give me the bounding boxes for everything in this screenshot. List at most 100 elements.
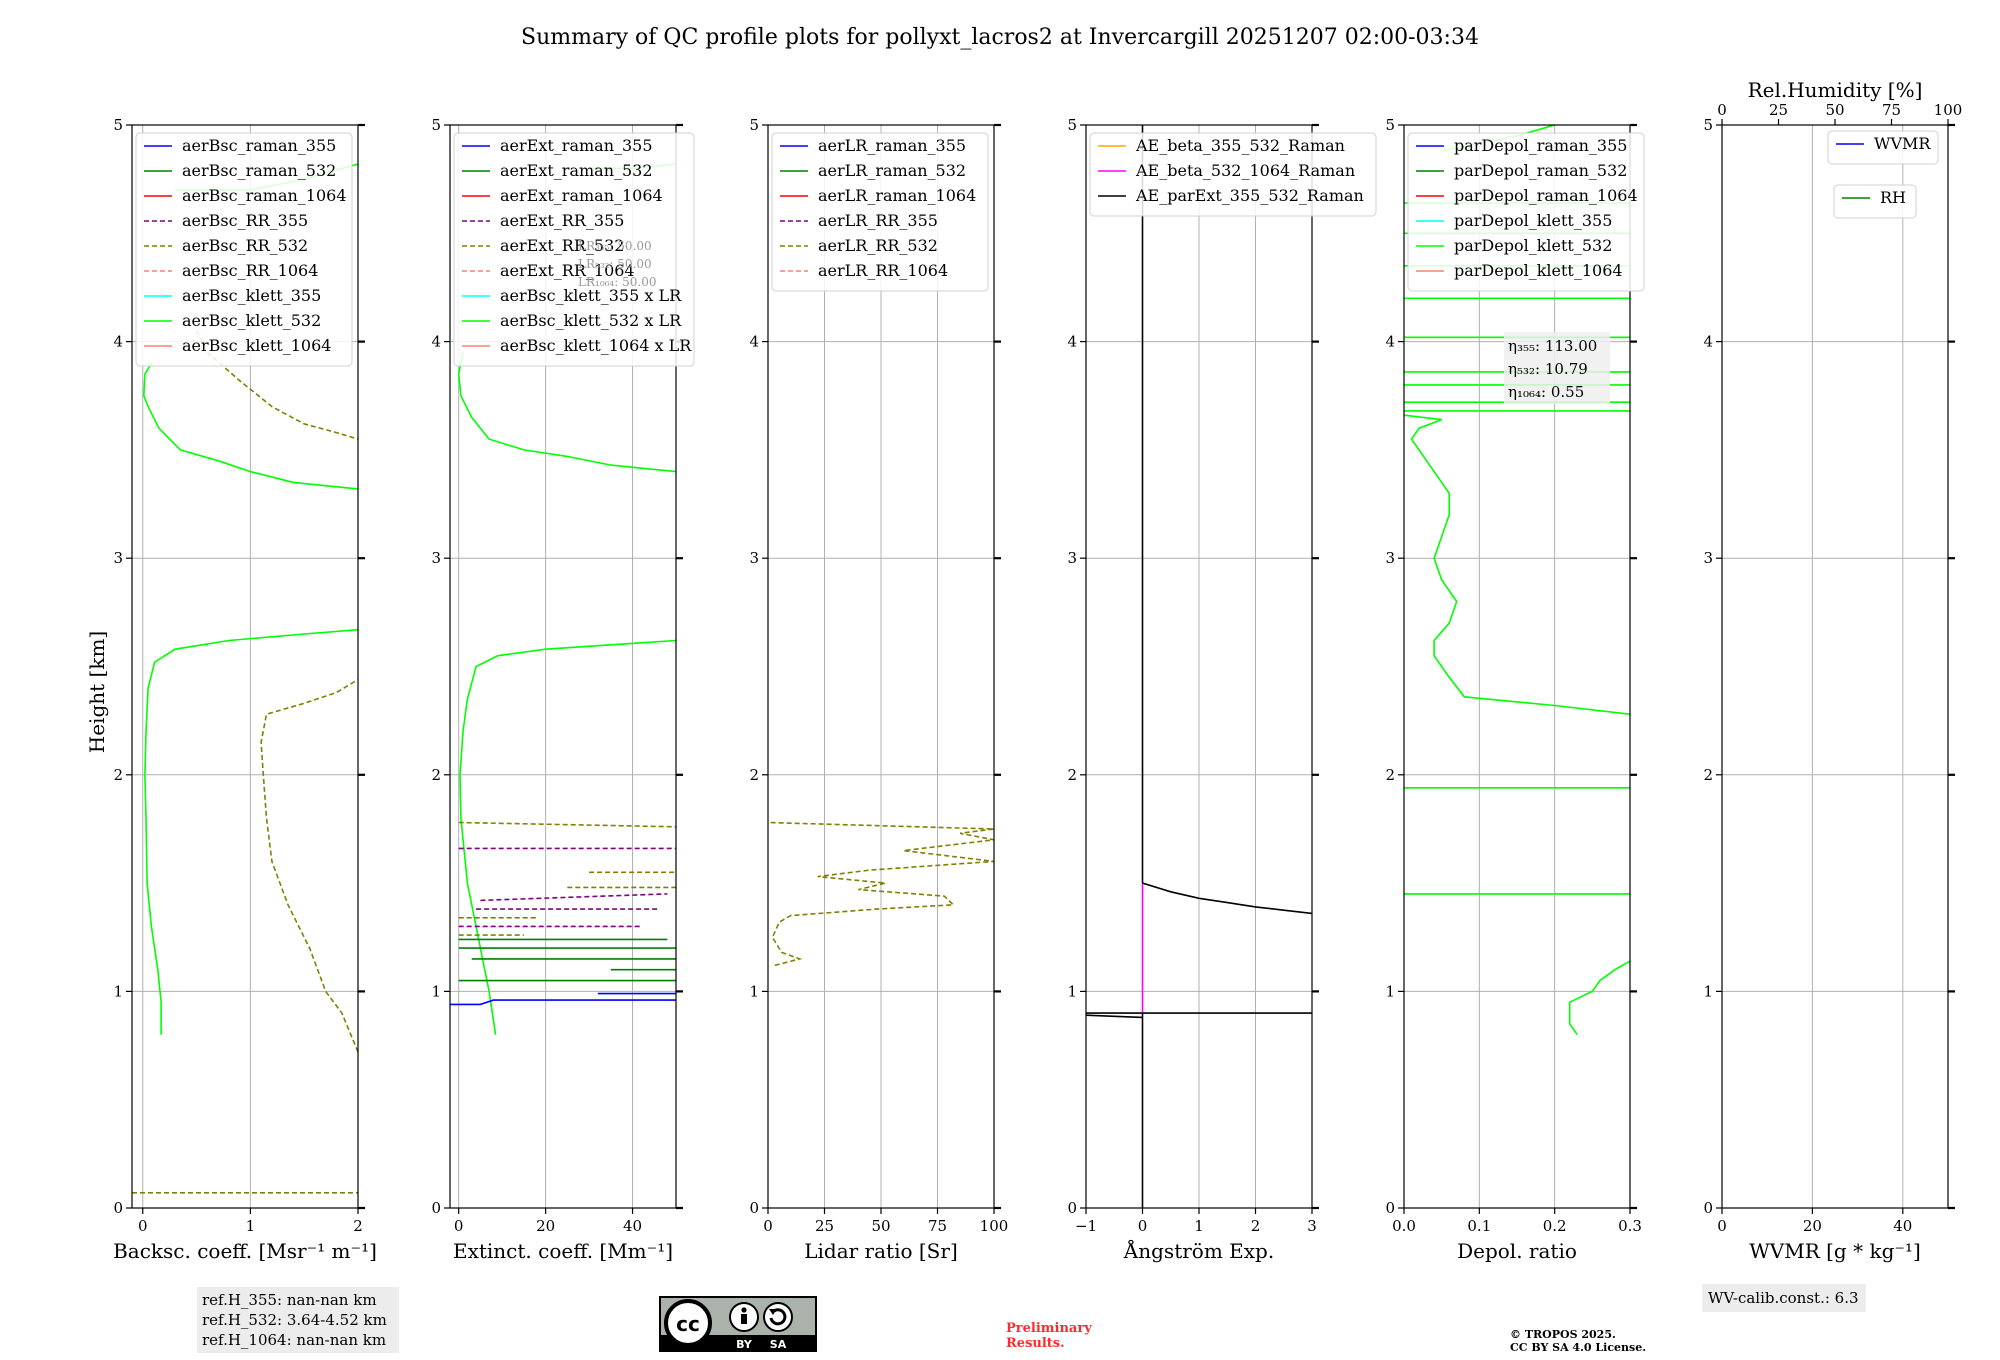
legend-box: [771, 132, 989, 292]
x-tick-label: 0: [1717, 1217, 1727, 1235]
preliminary-line-2: Results.: [1006, 1336, 1065, 1351]
legend: aerExt_raman_355 aerExt_raman_532 aerExt_r…: [453, 132, 695, 367]
y-tick-label: 0: [749, 1199, 759, 1217]
y-tick-label: 4: [1067, 333, 1077, 351]
series-line: [144, 628, 358, 1035]
legend: aerLR_raman_355 aerLR_raman_532 aerLR_rama…: [771, 132, 989, 292]
legend-label: AE_beta_532_1064_Raman: [1135, 161, 1355, 180]
legend: aerBsc_raman_355 aerBsc_raman_532 aerBsc_r…: [135, 132, 353, 367]
copyright-line-1: © TROPOS 2025.: [1510, 1328, 1616, 1341]
y-tick-label: 3: [431, 549, 441, 567]
legend-box: [135, 132, 353, 367]
x-axis-label: WVMR [g * kg⁻¹]: [1749, 1239, 1921, 1263]
series-line: [1086, 1014, 1143, 1019]
x-axis-label: Depol. ratio: [1457, 1239, 1577, 1263]
legend: parDepol_raman_355 parDepol_raman_532 parD…: [1407, 132, 1645, 292]
legend-label: parDepol_raman_532: [1454, 161, 1627, 180]
series-line: [1568, 960, 1630, 1036]
y-tick-label: 5: [431, 116, 441, 134]
legend-label: aerLR_raman_1064: [818, 186, 976, 205]
x-tick-label: 40: [1893, 1217, 1912, 1235]
x-tick-label: 50: [871, 1217, 890, 1235]
legend-label: aerBsc_RR_532: [182, 236, 308, 255]
legend-label: aerBsc_RR_1064: [182, 261, 318, 280]
annotation-box: [1504, 332, 1610, 404]
y-tick-label: 2: [113, 766, 123, 784]
x-axis-label: Extinct. coeff. [Mm⁻¹]: [453, 1239, 673, 1263]
calibration-constant-text: WV-calib.const.: 6.3: [1708, 1289, 1859, 1307]
x-tick-label: 2: [1251, 1217, 1261, 1235]
top-x-tick-label: 100: [1934, 101, 1963, 119]
y-tick-label: 5: [749, 116, 759, 134]
eta-annotation: η₅₃₂: 10.79: [1508, 360, 1588, 378]
legend-box: [1827, 130, 1939, 165]
x-tick-label: 40: [623, 1217, 642, 1235]
legend: RH: [1833, 184, 1917, 219]
legend-label: AE_parExt_355_532_Raman: [1135, 186, 1364, 205]
y-axis-label: Height [km]: [85, 631, 109, 753]
y-tick-label: 4: [113, 333, 123, 351]
top-x-tick-label: 75: [1882, 101, 1901, 119]
legend-label: aerBsc_klett_1064: [182, 336, 331, 355]
legend-label: WVMR: [1874, 134, 1931, 153]
series-line: [1404, 414, 1630, 715]
y-tick-label: 4: [1703, 333, 1713, 351]
axes-frame: [131, 124, 359, 1209]
y-tick-label: 3: [113, 549, 123, 567]
footer: cc BY SA Preliminary Results. © TROPOS 2…: [659, 1296, 1646, 1354]
x-tick-label: 1: [246, 1217, 256, 1235]
y-tick-label: 3: [749, 549, 759, 567]
top-x-axis-label: Rel.Humidity [%]: [1748, 78, 1923, 102]
eta-annotation: η₃₅₅: 113.00: [1508, 337, 1597, 355]
y-tick-label: 0: [1703, 1199, 1713, 1217]
lidar-ratio-annotation: LR₃₅₅: 50.00: [578, 239, 652, 253]
share-alike-icon: [763, 1302, 793, 1332]
legend-box: [1089, 132, 1377, 217]
copyright-line-2: CC BY SA 4.0 License.: [1510, 1341, 1646, 1354]
legend-label: aerBsc_klett_355: [182, 286, 321, 305]
reference-height-text: ref.H_1064: nan-nan km: [202, 1331, 386, 1349]
series-group: [768, 821, 994, 967]
legend-label: aerBsc_klett_355 x LR: [500, 286, 682, 305]
y-tick-label: 1: [113, 982, 123, 1000]
legend-label: aerExt_RR_1064: [500, 261, 635, 280]
figure-title: Summary of QC profile plots for pollyxt_…: [521, 25, 1479, 50]
legend-label: aerLR_RR_1064: [818, 261, 948, 280]
y-tick-label: 2: [749, 766, 759, 784]
legend-label: aerBsc_raman_532: [182, 161, 336, 180]
x-tick-label: 0: [454, 1217, 464, 1235]
y-tick-label: 0: [431, 1199, 441, 1217]
legend-label: aerBsc_klett_1064 x LR: [500, 336, 692, 355]
y-tick-label: 1: [1067, 982, 1077, 1000]
top-x-tick-label: 50: [1825, 101, 1844, 119]
cc-icon: [664, 1299, 712, 1347]
legend-label: aerExt_RR_355: [500, 211, 624, 230]
x-tick-label: 0: [138, 1217, 148, 1235]
x-tick-label: 0.3: [1618, 1217, 1642, 1235]
legend-label: parDepol_raman_1064: [1454, 186, 1638, 205]
series-line: [768, 821, 994, 967]
by-text: BY: [736, 1338, 753, 1351]
x-axis-label: Backsc. coeff. [Msr⁻¹ m⁻¹]: [113, 1239, 377, 1263]
info-box-bg: [197, 1287, 399, 1353]
x-tick-label: 0: [763, 1217, 773, 1235]
x-tick-label: 100: [980, 1217, 1009, 1235]
y-tick-label: 3: [1067, 549, 1077, 567]
legend-label: aerBsc_klett_532: [182, 311, 321, 330]
legend-label: aerLR_raman_532: [818, 161, 966, 180]
legend-box: [453, 132, 695, 367]
y-tick-label: 5: [1385, 116, 1395, 134]
y-tick-label: 1: [749, 982, 759, 1000]
y-tick-label: 5: [113, 116, 123, 134]
series-line: [458, 821, 676, 828]
cc-by-sa-badge: cc BY SA: [659, 1296, 817, 1352]
series-line: [459, 639, 676, 1035]
legend: AE_beta_355_532_Raman AE_beta_532_1064_Ra…: [1089, 132, 1377, 217]
legend-box: [1407, 132, 1645, 292]
series-line: [480, 893, 668, 902]
x-tick-label: 0: [1138, 1217, 1148, 1235]
y-tick-label: 1: [1703, 982, 1713, 1000]
axes-frame: [449, 124, 677, 1209]
